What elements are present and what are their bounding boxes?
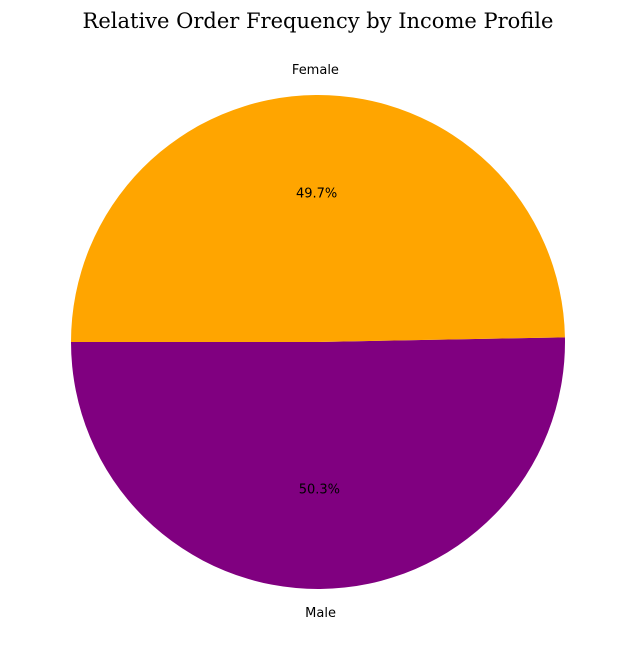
- percent-label-male: 50.3%: [299, 483, 340, 498]
- pie-slices: [71, 94, 565, 589]
- chart-title: Relative Order Frequency by Income Profi…: [83, 9, 554, 33]
- slice-label-male: Male: [305, 606, 336, 621]
- pie-labels: Male 50.3% Female 49.7%: [292, 63, 340, 621]
- percent-label-female: 49.7%: [296, 186, 337, 201]
- pie-slice-male: [71, 337, 565, 589]
- pie-slice-female: [71, 94, 565, 342]
- slice-label-female: Female: [292, 63, 339, 78]
